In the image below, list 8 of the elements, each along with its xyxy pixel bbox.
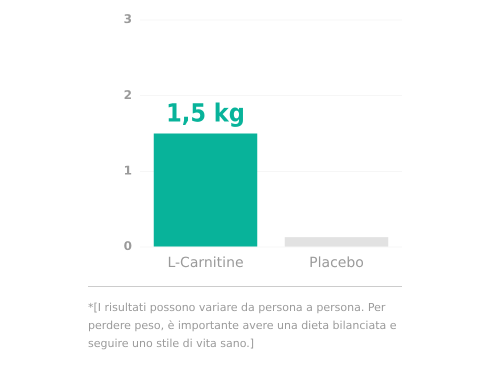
x-tick-label: L-Carnitine: [167, 255, 244, 272]
y-tick-label: 2: [124, 88, 132, 102]
y-tick-label: 0: [124, 239, 132, 254]
y-tick-label: 1: [124, 163, 132, 178]
x-tick-label: Placebo: [309, 255, 364, 272]
data-label: 1,5 kg: [166, 98, 245, 128]
text: *[I risultati possono variare da persona a persona. Per perdere peso, è importante avere una dieta bilanciata e seguire uno stile di vita sano.]: [88, 300, 398, 352]
y-tick-label: 3: [124, 12, 132, 26]
